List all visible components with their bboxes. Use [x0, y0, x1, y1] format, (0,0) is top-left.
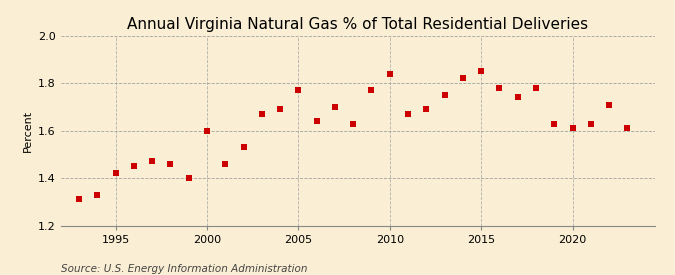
Point — [384, 72, 395, 76]
Point — [402, 112, 413, 116]
Point — [421, 107, 432, 111]
Point — [603, 102, 614, 107]
Point — [329, 105, 340, 109]
Point — [202, 128, 213, 133]
Point — [92, 192, 103, 197]
Title: Annual Virginia Natural Gas % of Total Residential Deliveries: Annual Virginia Natural Gas % of Total R… — [127, 17, 589, 32]
Point — [458, 76, 468, 81]
Point — [531, 86, 541, 90]
Point — [476, 69, 487, 73]
Point — [311, 119, 322, 123]
Point — [494, 86, 505, 90]
Point — [256, 112, 267, 116]
Point — [74, 197, 84, 202]
Y-axis label: Percent: Percent — [22, 109, 32, 152]
Point — [348, 121, 358, 126]
Point — [567, 126, 578, 130]
Point — [275, 107, 286, 111]
Point — [128, 164, 139, 168]
Point — [238, 145, 249, 149]
Point — [512, 95, 523, 100]
Point — [110, 171, 121, 175]
Point — [585, 121, 596, 126]
Point — [220, 162, 231, 166]
Point — [366, 88, 377, 92]
Point — [184, 176, 194, 180]
Text: Source: U.S. Energy Information Administration: Source: U.S. Energy Information Administ… — [61, 264, 307, 274]
Point — [165, 162, 176, 166]
Point — [549, 121, 560, 126]
Point — [439, 93, 450, 97]
Point — [293, 88, 304, 92]
Point — [622, 126, 632, 130]
Point — [146, 159, 157, 164]
